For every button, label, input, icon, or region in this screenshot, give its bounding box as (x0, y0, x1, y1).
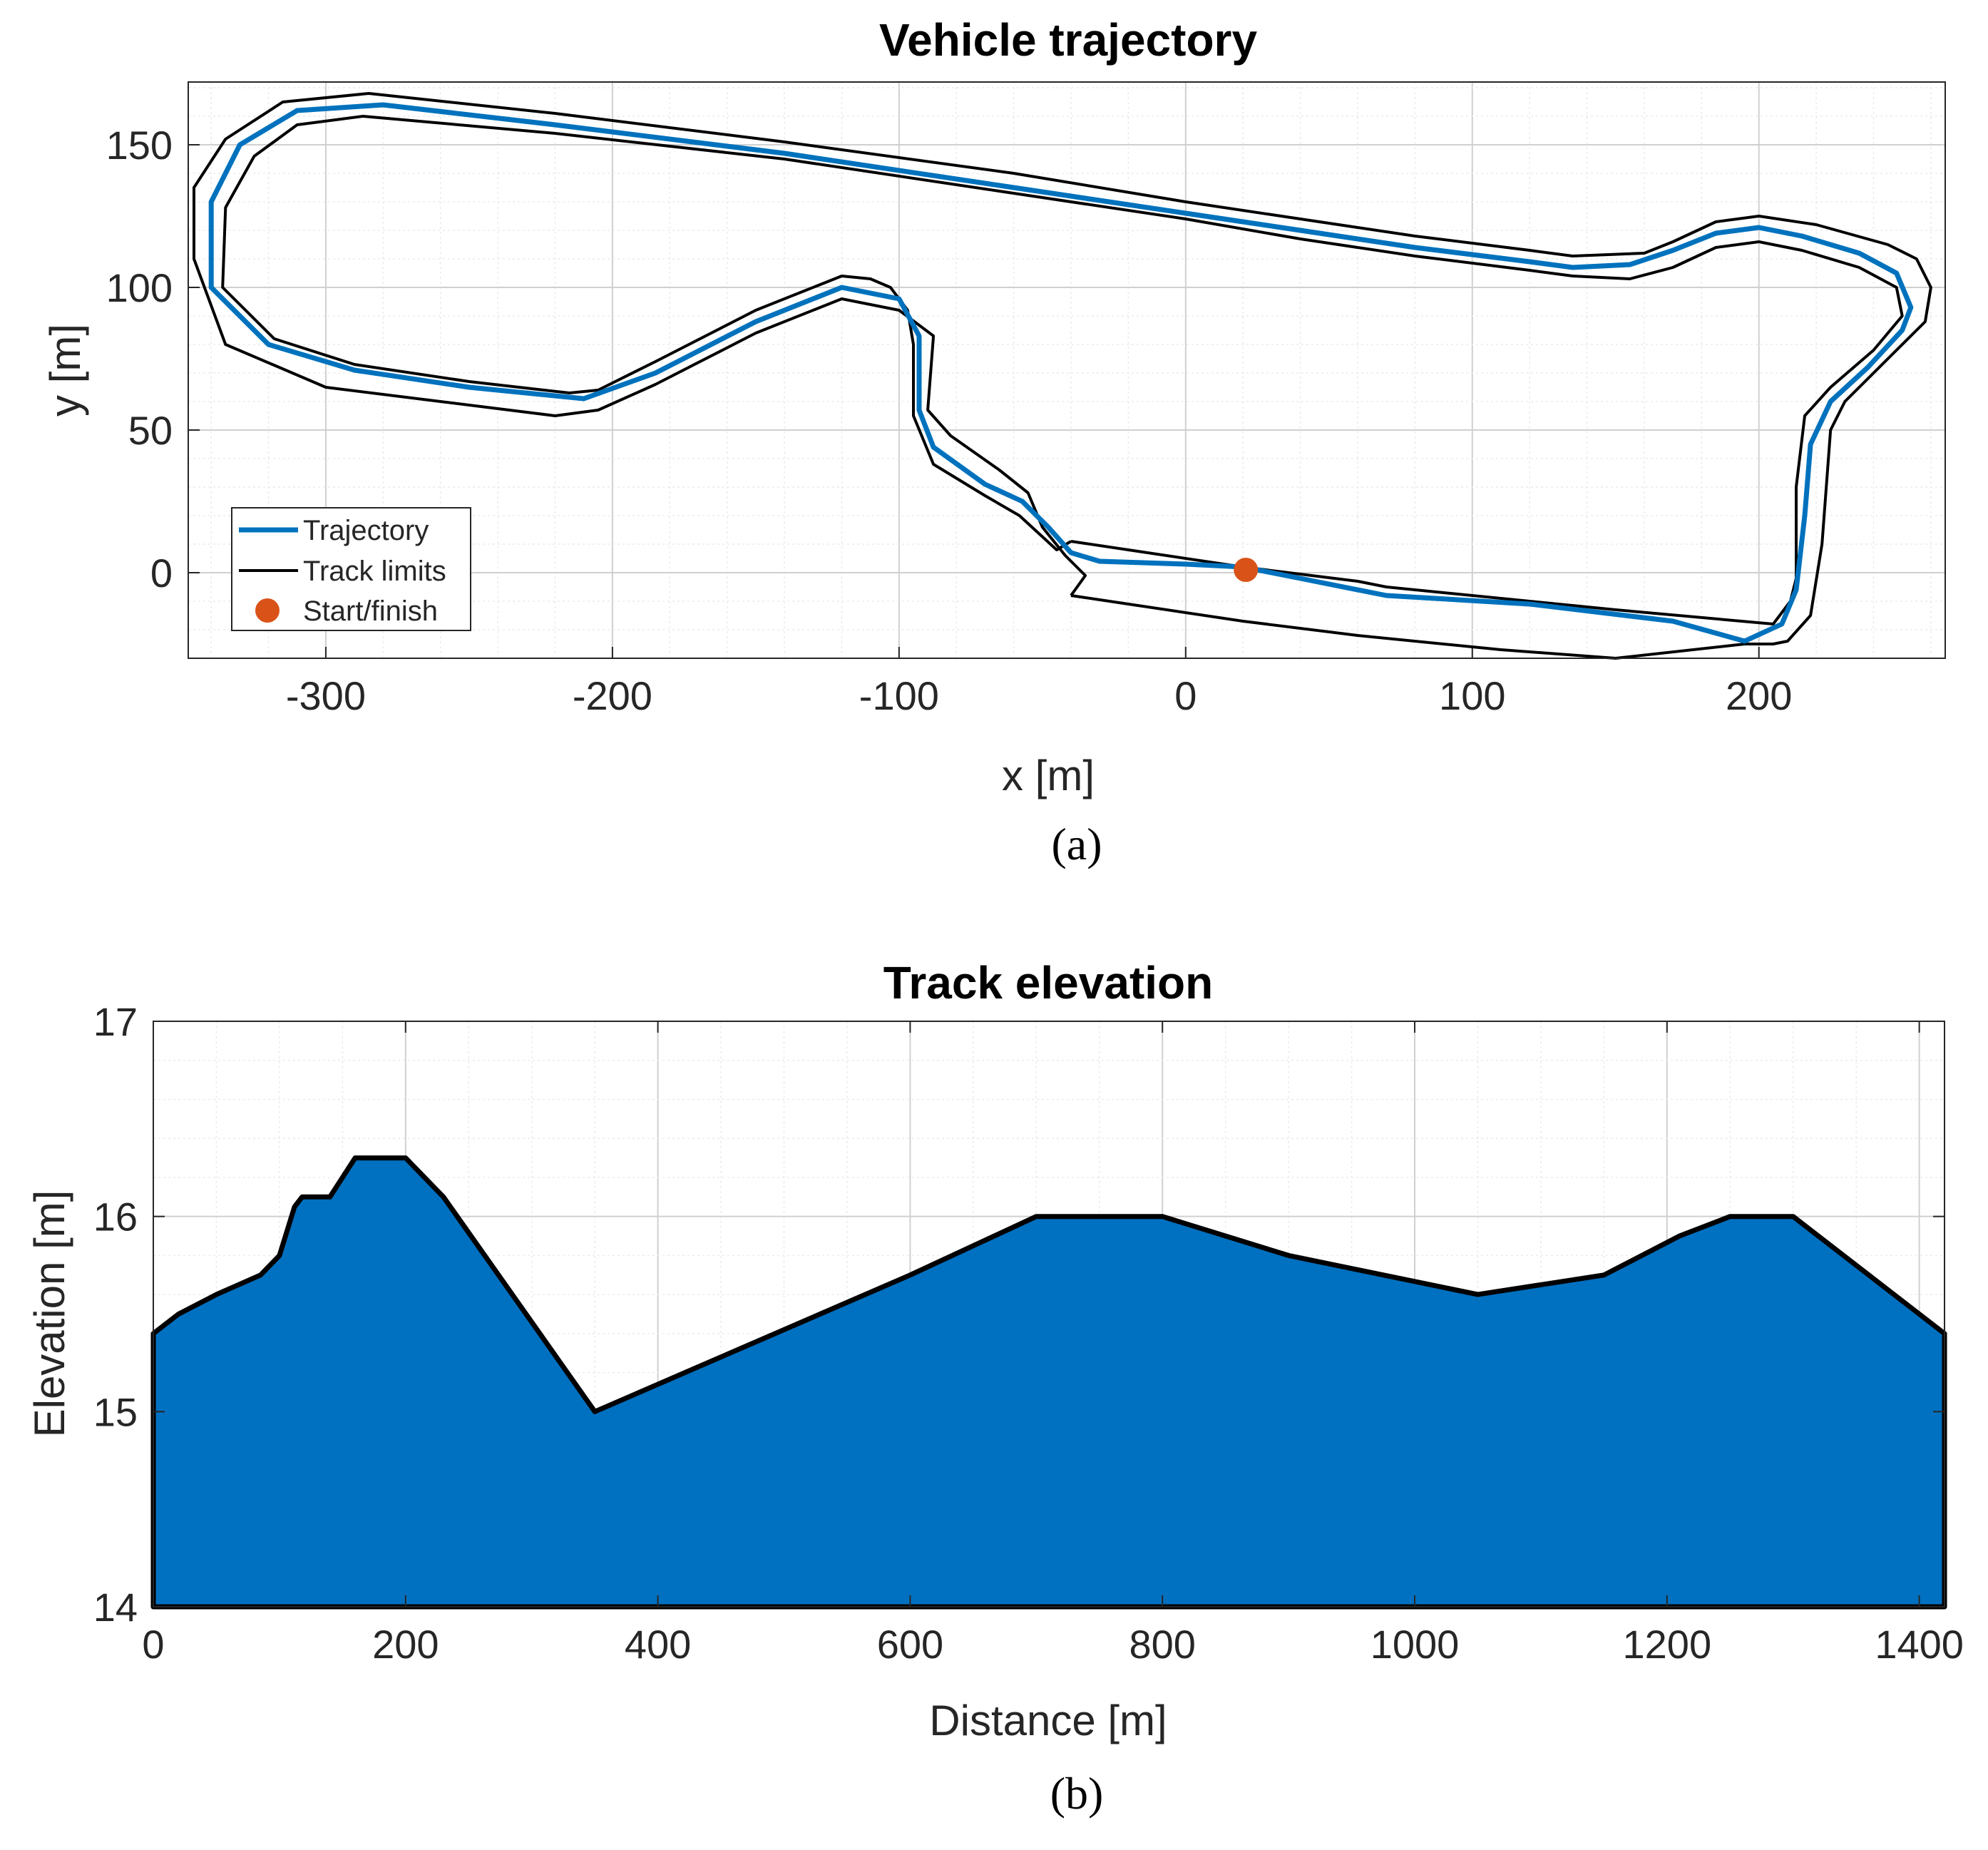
y-tick-label: 15 (93, 1389, 138, 1434)
elevation-axes-box (153, 1021, 1945, 1608)
x-tick-label: -200 (573, 673, 652, 718)
caption-a: (a) (1051, 819, 1102, 869)
start-finish-marker (1234, 558, 1259, 582)
x-tick-label: 800 (1129, 1622, 1195, 1667)
trajectory-legend: Trajectory Track limits Start/finish (231, 507, 471, 631)
y-tick-label: 100 (106, 265, 173, 310)
x-tick-label: -300 (286, 673, 366, 718)
x-tick-label: 200 (1726, 673, 1792, 718)
x-tick-label: 1400 (1875, 1622, 1964, 1667)
elevation-title: Track elevation (883, 957, 1213, 1008)
legend-trajectory-label: Trajectory (303, 515, 429, 546)
y-tick-label: 17 (93, 999, 138, 1044)
trajectory-line (208, 102, 1914, 644)
x-tick-label: 0 (142, 1622, 164, 1667)
y-tick-label: 150 (106, 123, 173, 168)
trajectory-chart: Vehicle trajectory -300 -200 -100 0 100 200 0 5… (41, 14, 1946, 869)
caption-b: (b) (1050, 1768, 1104, 1819)
trajectory-y-label: y [m] (41, 324, 89, 416)
trajectory-plot-area (188, 82, 1945, 658)
y-tick-label: 16 (93, 1195, 138, 1240)
x-tick-label: 200 (372, 1622, 439, 1667)
x-tick-label: 600 (877, 1622, 943, 1667)
legend-start-finish-label: Start/finish (303, 596, 438, 627)
elevation-chart: Track elevation 0 200 400 600 800 1000 1200 140… (26, 957, 1964, 1819)
x-tick-label: 1200 (1623, 1622, 1712, 1667)
trajectory-x-label: x [m] (1002, 752, 1095, 799)
y-tick-label: 50 (128, 408, 173, 453)
x-tick-label: 0 (1174, 673, 1197, 718)
trajectory-ticks: -300 -200 -100 0 100 200 0 50 100 150 (106, 123, 1793, 718)
y-tick-label: 14 (93, 1585, 138, 1630)
elevation-series (150, 1155, 1947, 1610)
trajectory-axes-box (188, 81, 1946, 659)
trajectory-title: Vehicle trajectory (879, 14, 1257, 66)
y-tick-label: 0 (150, 551, 173, 596)
x-tick-label: 400 (625, 1622, 691, 1667)
elevation-ticks: 0 200 400 600 800 1000 1200 1400 14 15 16 17 (93, 999, 1964, 1667)
elevation-y-label: Elevation [m] (26, 1190, 73, 1438)
x-tick-label: 100 (1439, 673, 1505, 718)
legend-track-limits-label: Track limits (303, 556, 446, 587)
elevation-x-label: Distance [m] (929, 1697, 1167, 1744)
trajectory-series (193, 92, 1932, 660)
x-tick-label: -100 (859, 673, 939, 718)
x-tick-label: 1000 (1370, 1622, 1460, 1667)
legend-start-finish-marker (255, 598, 280, 623)
elevation-area (150, 1155, 1947, 1610)
